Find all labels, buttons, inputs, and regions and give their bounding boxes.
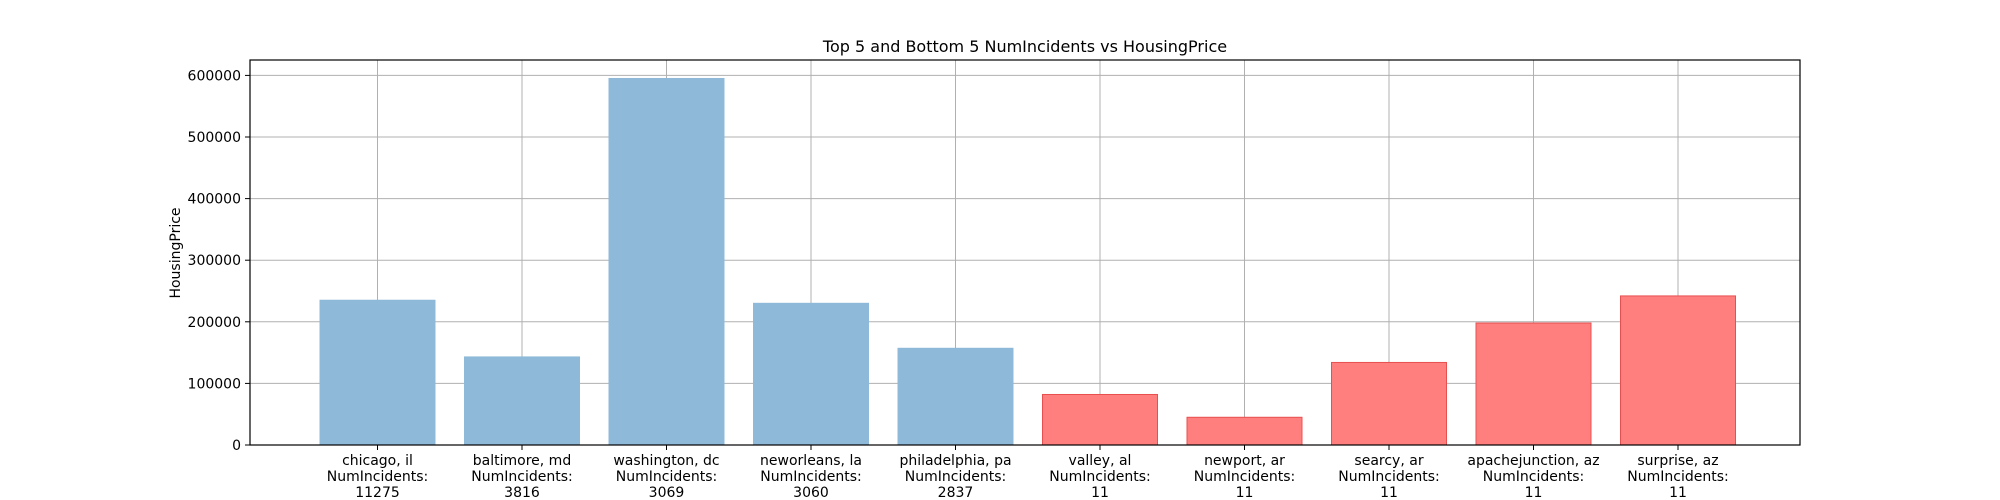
y-axis-ticks: 0 100000 200000 300000 400000 500000 600000	[188, 68, 250, 454]
x-tick-label: neworleans, la	[760, 453, 862, 469]
x-tick-label: NumIncidents:	[1627, 469, 1728, 485]
x-tick-label: 11	[1669, 485, 1687, 500]
chart-title: Top 5 and Bottom 5 NumIncidents vs Housi…	[822, 37, 1227, 56]
x-tick-label: searcy, ar	[1354, 453, 1423, 469]
x-tick-label: NumIncidents:	[1049, 469, 1150, 485]
x-tick-label: baltimore, md	[473, 453, 571, 469]
x-tick-label: NumIncidents:	[905, 469, 1006, 485]
x-tick-label: chicago, il	[342, 453, 413, 469]
bar	[1331, 361, 1447, 446]
x-tick-label: 3816	[504, 485, 540, 500]
x-tick-label: valley, al	[1069, 453, 1132, 469]
y-tick-label: 200000	[188, 315, 241, 331]
x-tick-label: 11	[1380, 485, 1398, 500]
bar	[1475, 322, 1592, 446]
y-tick-label: 0	[232, 438, 241, 454]
x-tick-label: 2837	[938, 485, 974, 500]
y-axis-label: HousingPrice	[168, 207, 184, 298]
y-tick-label: 500000	[188, 130, 241, 146]
bar	[753, 302, 869, 446]
x-tick-label: NumIncidents:	[760, 469, 861, 485]
x-tick-label: NumIncidents:	[1194, 469, 1295, 485]
x-tick-label: NumIncidents:	[327, 469, 428, 485]
grid-lines	[250, 60, 1800, 446]
x-tick-label: 11	[1091, 485, 1109, 500]
x-tick-label: apachejunction, az	[1467, 453, 1599, 469]
x-tick-label: 3060	[793, 485, 829, 500]
x-tick-label: surprise, az	[1637, 453, 1718, 469]
bar	[1042, 393, 1158, 446]
x-tick-label: 11	[1236, 485, 1254, 500]
bar	[1186, 416, 1303, 446]
x-tick-label: newport, ar	[1204, 453, 1285, 469]
bar	[608, 77, 725, 446]
plot-frame	[249, 59, 1801, 446]
x-tick-label: washington, dc	[613, 453, 719, 469]
x-tick-label: NumIncidents:	[1338, 469, 1439, 485]
x-tick-label: 3069	[649, 485, 685, 500]
y-tick-label: 600000	[188, 68, 241, 84]
bar	[464, 356, 580, 446]
x-tick-label: NumIncidents:	[616, 469, 717, 485]
x-tick-label: 11275	[355, 485, 400, 500]
x-tick-label: NumIncidents:	[471, 469, 572, 485]
bars	[319, 77, 1736, 446]
x-axis-ticks: chicago, ilNumIncidents:11275baltimore, …	[327, 445, 1729, 500]
y-tick-label: 100000	[188, 376, 241, 392]
bar	[319, 299, 436, 446]
y-tick-label: 400000	[188, 192, 241, 208]
bar	[1620, 295, 1736, 446]
x-tick-label: NumIncidents:	[1483, 469, 1584, 485]
x-tick-label: 11	[1525, 485, 1543, 500]
y-tick-label: 300000	[188, 253, 241, 269]
bar	[897, 347, 1014, 446]
x-tick-label: philadelphia, pa	[899, 453, 1011, 469]
